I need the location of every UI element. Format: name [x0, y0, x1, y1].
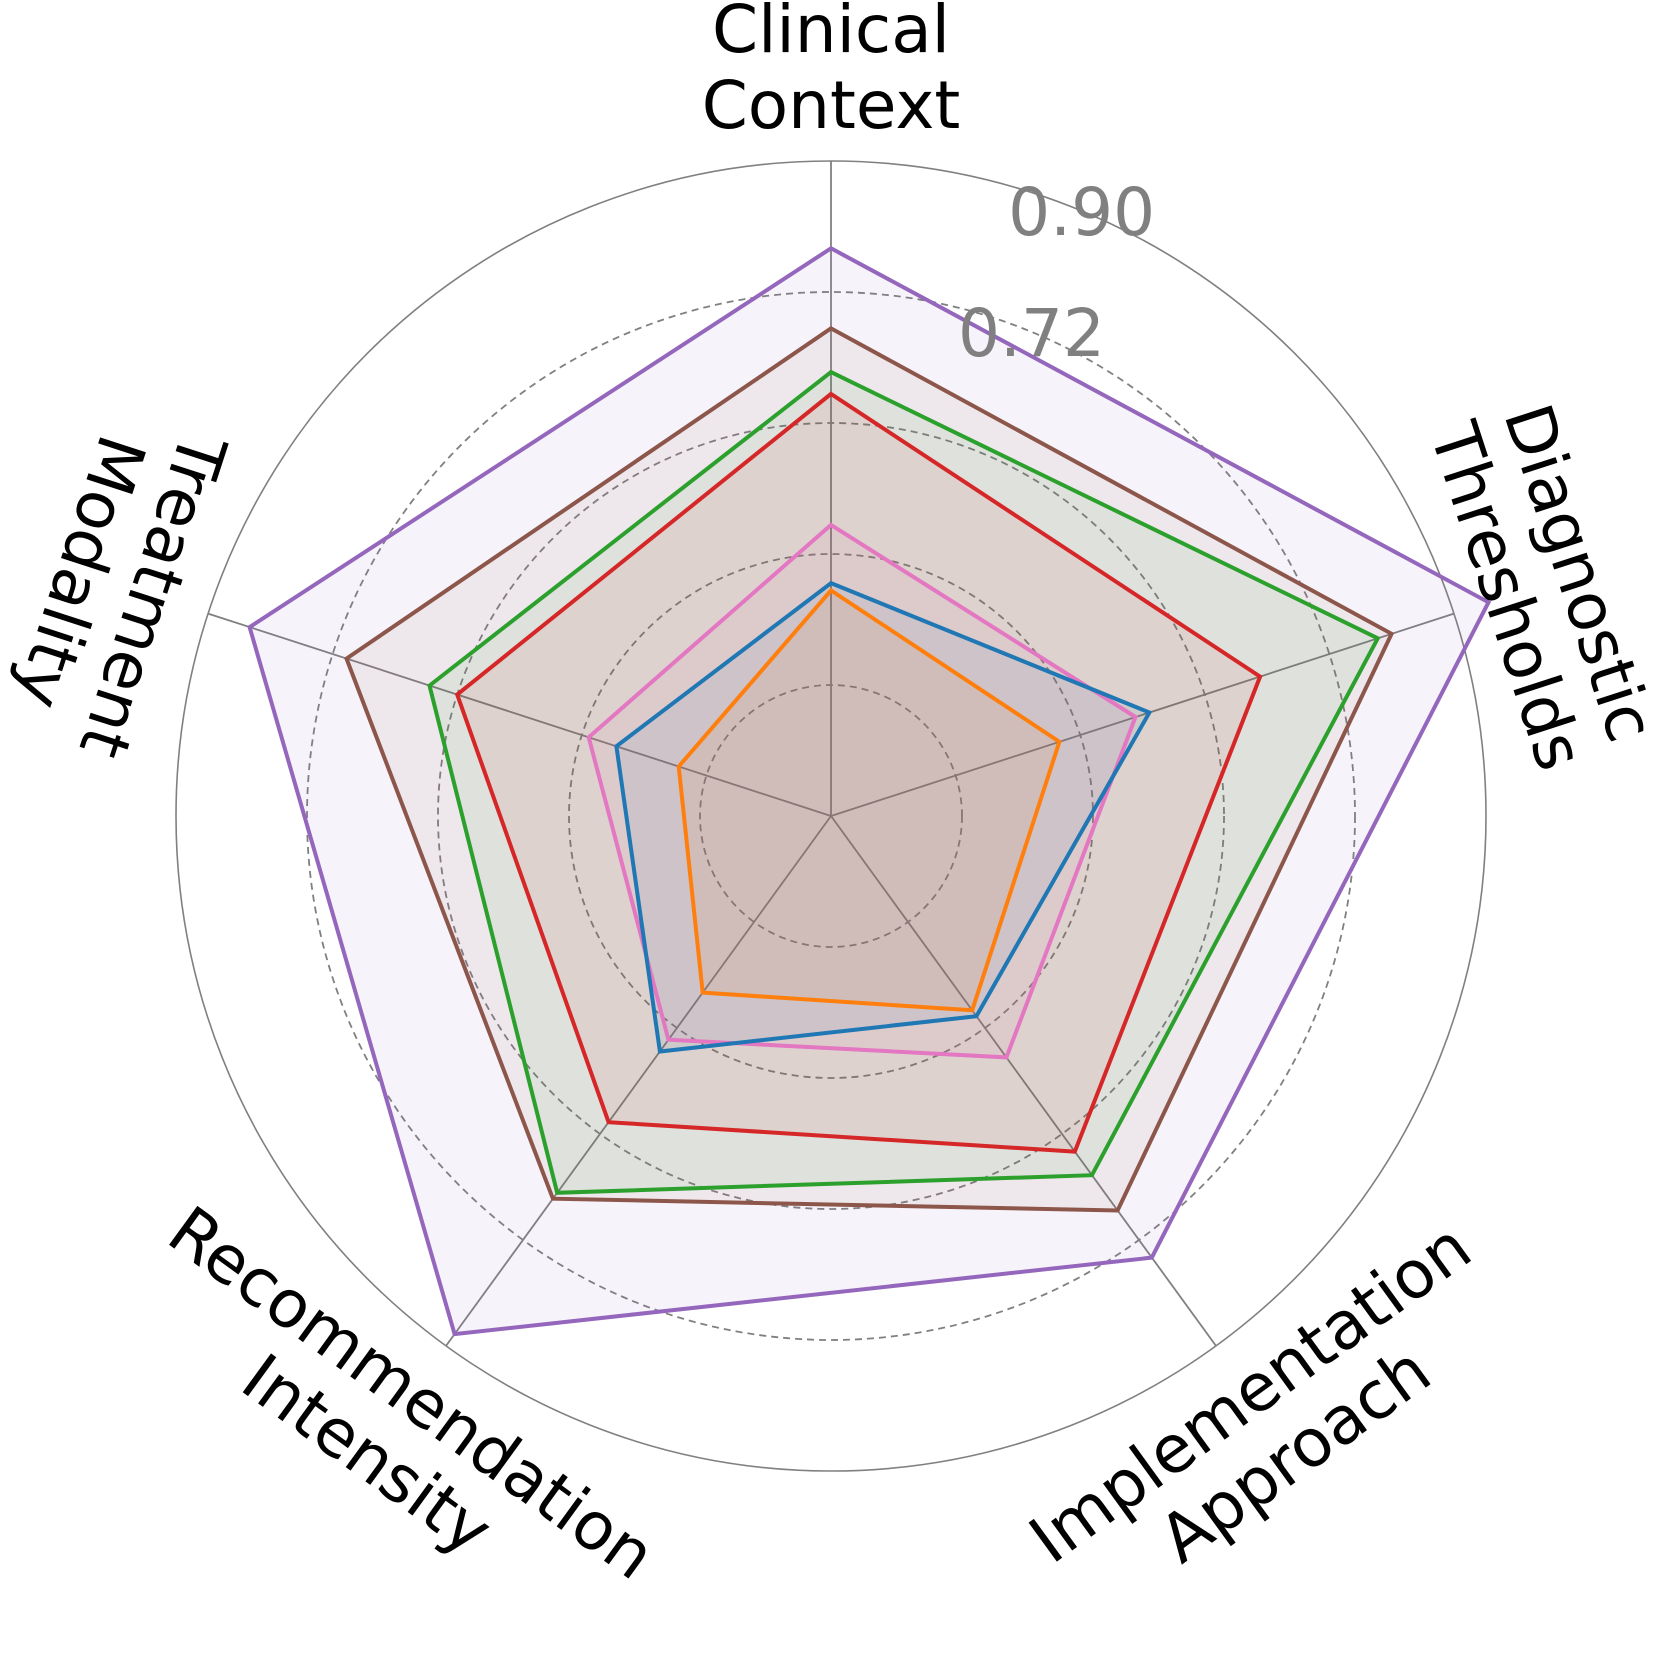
- axis-label: TreatmentModality: [0, 399, 241, 767]
- series-fill: [678, 590, 1060, 1011]
- spoke-line: [445, 815, 832, 1347]
- series-fill: [457, 393, 1261, 1152]
- series-line: [454, 391, 1263, 1154]
- axis-label: ImplementationApproach: [1016, 1208, 1530, 1640]
- series-fill: [616, 583, 1150, 1052]
- spoke-line: [207, 612, 832, 817]
- axis-label: Clinical Context: [702, 0, 961, 144]
- series-line: [247, 245, 1492, 1337]
- series-line: [676, 587, 1062, 1013]
- grid-ring: [306, 291, 1356, 1341]
- series-line: [614, 580, 1153, 1054]
- radial-tick-label: 0.90: [1008, 174, 1155, 251]
- grid-ring: [568, 553, 1094, 1079]
- series-line: [427, 369, 1381, 1195]
- tick-labels: 0.72 0.90: [958, 174, 1155, 372]
- spoke-line: [830, 612, 1455, 817]
- series-line: [344, 326, 1395, 1213]
- series-group: [247, 245, 1492, 1337]
- grid: [175, 160, 1487, 1472]
- radial-tick-label: 0.72: [958, 295, 1105, 372]
